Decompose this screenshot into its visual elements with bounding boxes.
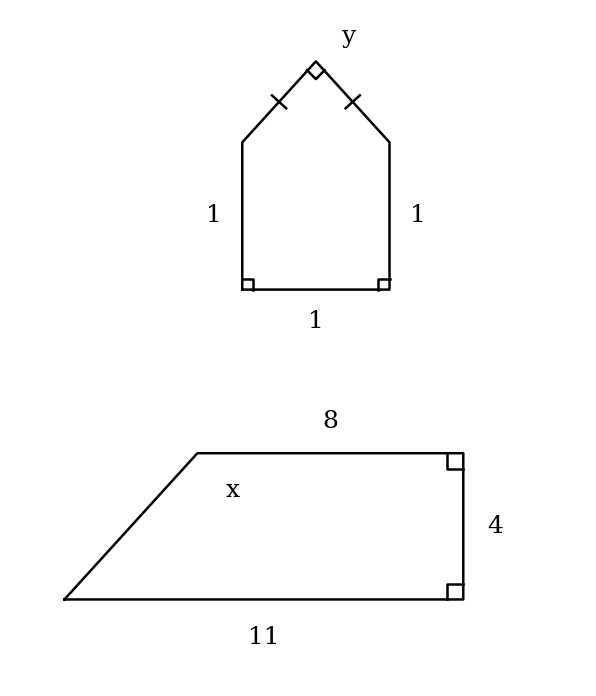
Text: 1: 1 bbox=[410, 205, 426, 228]
Text: 11: 11 bbox=[248, 626, 280, 649]
Text: x: x bbox=[226, 479, 240, 502]
Text: 4: 4 bbox=[487, 515, 503, 538]
Text: 1: 1 bbox=[206, 205, 222, 228]
Text: y: y bbox=[342, 25, 356, 48]
Text: 1: 1 bbox=[308, 310, 324, 333]
Text: 8: 8 bbox=[322, 410, 339, 434]
